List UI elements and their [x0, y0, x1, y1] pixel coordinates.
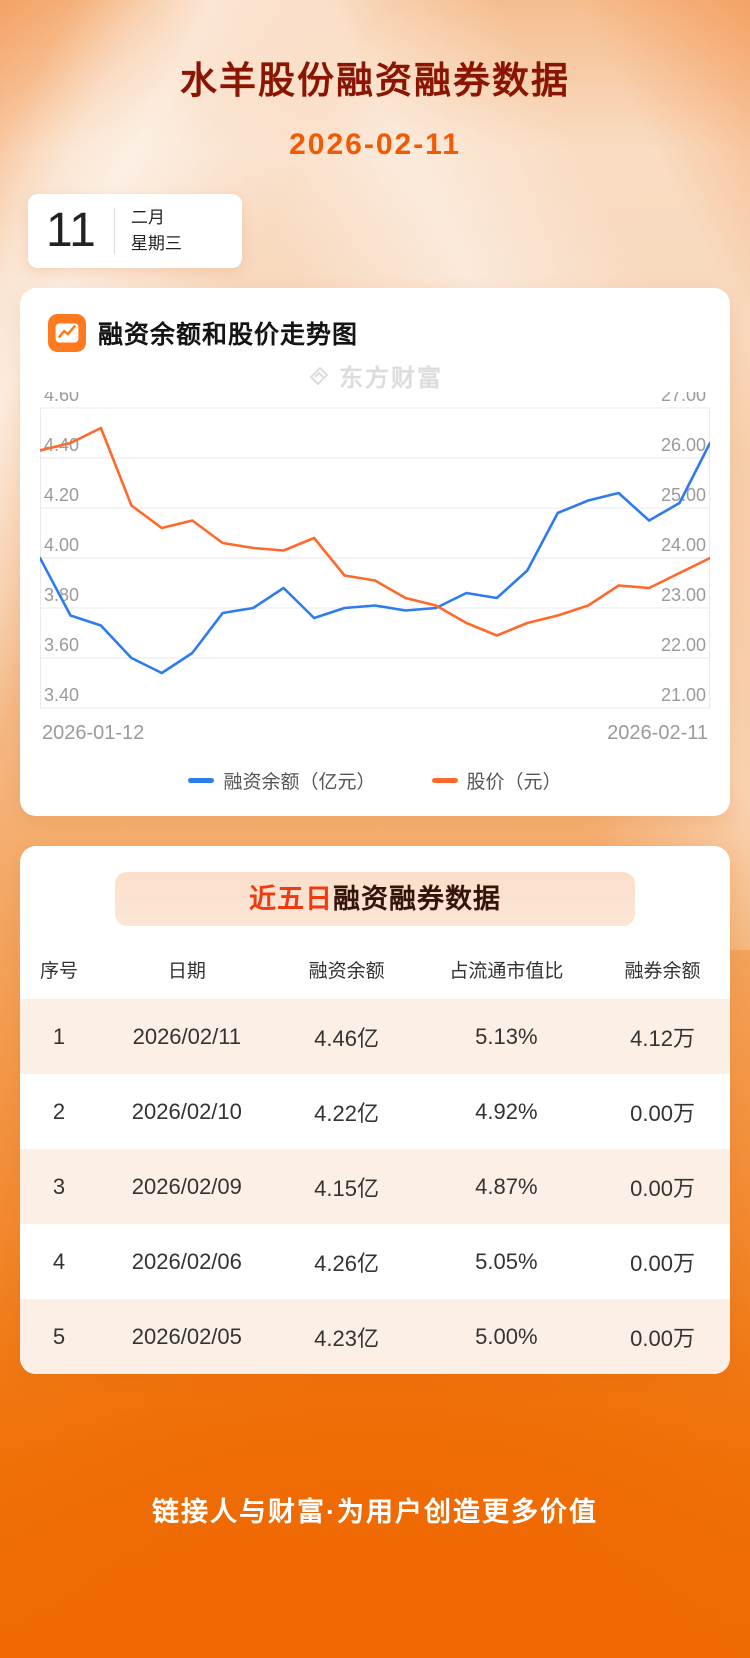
table-cell: 1 [52, 1023, 66, 1049]
date-subtitle: 2026-02-11 [289, 128, 461, 161]
legend-label-financing: 融资余额（亿元） [223, 772, 376, 793]
svg-text:3.40: 3.40 [44, 685, 79, 705]
legend-item-price: 股价（元） [431, 767, 562, 794]
table-cell: 0.00万 [630, 1175, 695, 1201]
svg-text:26.00: 26.00 [661, 435, 706, 455]
calendar-month: 二月 [130, 207, 165, 227]
legend-swatch-financing [188, 778, 215, 783]
table-cell: 5.13% [475, 1023, 538, 1049]
calendar-day: 11 [46, 204, 96, 257]
chart-watermark: 东方财富 [307, 358, 443, 393]
footer-slogan: 链接人与财富·为用户创造更多价值 [152, 1497, 598, 1527]
legend-swatch-price [431, 778, 458, 783]
table-cell: 2026/02/11 [132, 1023, 242, 1049]
table-card: 近五日融资融券数据 东方财富 序号 日期 融资余额 占流通市值比 融券余额 1 2026/… [20, 846, 730, 1374]
x-axis-end-label: 2026-02-11 [607, 722, 708, 744]
line-chart-icon [48, 314, 86, 352]
table-cell: 4.23亿 [314, 1325, 379, 1351]
svg-text:3.60: 3.60 [44, 635, 79, 655]
table-cell: 0.00万 [630, 1250, 695, 1276]
table-header-row: 序号 日期 融资余额 占流通市值比 融券余额 [20, 946, 730, 999]
table-cell: 4.26亿 [314, 1250, 379, 1276]
svg-text:4.20: 4.20 [44, 485, 79, 505]
trend-chart: 4.60 27.004.40 26.004.20 25.004.00 24.003.80… [40, 392, 710, 709]
table-cell: 5 [52, 1323, 66, 1349]
table-cell: 5.00% [475, 1323, 538, 1349]
svg-text:27.00: 27.00 [661, 392, 706, 405]
table-cell: 4.46亿 [314, 1025, 379, 1051]
table-cell: 2026/02/09 [131, 1173, 242, 1199]
table-header-cell: 融资余额 [308, 961, 385, 982]
calendar-weekday: 星期三 [130, 234, 182, 253]
table-cell: 4.92% [475, 1098, 538, 1124]
table-header-cell: 融券余额 [624, 961, 701, 982]
table-row: 4 2026/02/06 4.26亿 5.05% 0.00万 [20, 1224, 730, 1299]
calendar-card: 11 二月 星期三 [28, 194, 242, 268]
table-cell: 2026/02/05 [131, 1323, 242, 1349]
chart-section-title: 融资余额和股价走势图 [98, 321, 359, 349]
table-row: 2 2026/02/10 4.22亿 4.92% 0.00万 [20, 1074, 730, 1149]
svg-text:21.00: 21.00 [661, 685, 706, 705]
table-row: 5 2026/02/05 4.23亿 5.00% 0.00万 [20, 1299, 730, 1374]
svg-text:24.00: 24.00 [661, 535, 706, 555]
table-header-cell: 日期 [167, 961, 206, 982]
table-cell: 0.00万 [630, 1325, 695, 1351]
table-header-cell: 占流通市值比 [449, 961, 564, 982]
table-title-rest: 融资融券数据 [333, 884, 501, 914]
table-cell: 4.87% [475, 1173, 538, 1199]
margin-data-table: 序号 日期 融资余额 占流通市值比 融券余额 1 2026/02/11 4.46亿 5.13%… [20, 946, 730, 1374]
watermark-logo-icon [309, 366, 329, 385]
table-cell: 2026/02/06 [131, 1248, 242, 1274]
table-cell: 5.05% [475, 1248, 538, 1274]
table-row: 1 2026/02/11 4.46亿 5.13% 4.12万 [20, 999, 730, 1074]
table-cell: 4.15亿 [314, 1175, 379, 1201]
chart-legend: 融资余额（亿元） 股价（元） [40, 767, 710, 794]
table-title: 近五日融资融券数据 [115, 872, 635, 926]
watermark-text: 东方财富 [339, 365, 443, 392]
svg-text:4.60: 4.60 [44, 392, 79, 405]
x-axis-start-label: 2026-01-12 [42, 722, 145, 744]
chart-card: 融资余额和股价走势图 东方财富 4.60 27.00 4.40 26.00 4.20 25… [20, 288, 730, 816]
legend-label-price: 股价（元） [466, 772, 562, 793]
table-cell: 3 [52, 1173, 66, 1199]
table-row: 3 2026/02/09 4.15亿 4.87% 0.00万 [20, 1149, 730, 1224]
page-title: 水羊股份融资融券数据 [180, 60, 570, 101]
svg-text:22.00: 22.00 [661, 635, 706, 655]
table-title-highlight: 近五日 [249, 884, 333, 914]
svg-text:3.80: 3.80 [44, 585, 79, 605]
svg-text:23.00: 23.00 [661, 585, 706, 605]
calendar-divider [113, 208, 115, 254]
table-cell: 2 [52, 1098, 66, 1124]
table-cell: 4.22亿 [314, 1100, 379, 1126]
svg-text:4.00: 4.00 [44, 535, 79, 555]
legend-item-financing: 融资余额（亿元） [188, 767, 376, 794]
table-cell: 4 [52, 1248, 66, 1274]
table-cell: 0.00万 [630, 1100, 695, 1126]
table-header-cell: 序号 [40, 961, 79, 982]
table-cell: 4.12万 [630, 1025, 695, 1051]
table-cell: 2026/02/10 [131, 1098, 242, 1124]
